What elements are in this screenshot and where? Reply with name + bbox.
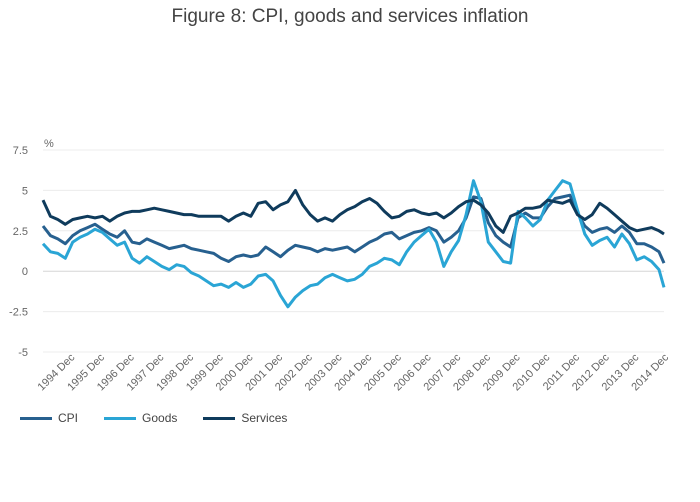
y-axis-unit: % (44, 138, 54, 150)
legend-label: Goods (142, 411, 178, 425)
legend-swatch (203, 416, 236, 420)
legend-label: Services (241, 411, 288, 425)
legend-label: CPI (58, 411, 79, 425)
chart-title: Figure 8: CPI, goods and services inflat… (171, 6, 529, 27)
y-tick-label: 7.5 (13, 145, 28, 157)
y-tick-label: -5 (18, 347, 28, 359)
legend-item-services[interactable]: Services (203, 411, 287, 425)
series-line-cpi (41, 193, 666, 264)
y-axis-ticks: 7.5 5 2.5 0 -2.5 -5 (9, 145, 28, 359)
legend-swatch (104, 416, 137, 420)
legend-item-goods[interactable]: Goods (104, 411, 177, 425)
legend: CPI Goods Services (20, 408, 313, 428)
gridlines (43, 149, 664, 353)
legend-swatch (20, 416, 52, 420)
series-line-goods (41, 179, 666, 309)
y-tick-label: 2.5 (13, 226, 28, 238)
legend-item-cpi[interactable]: CPI (20, 411, 78, 425)
y-tick-label: 0 (22, 266, 28, 278)
y-tick-label: 5 (22, 185, 28, 197)
series-lines (41, 179, 666, 309)
y-tick-label: -2.5 (9, 307, 28, 319)
series-line-services (41, 188, 665, 236)
